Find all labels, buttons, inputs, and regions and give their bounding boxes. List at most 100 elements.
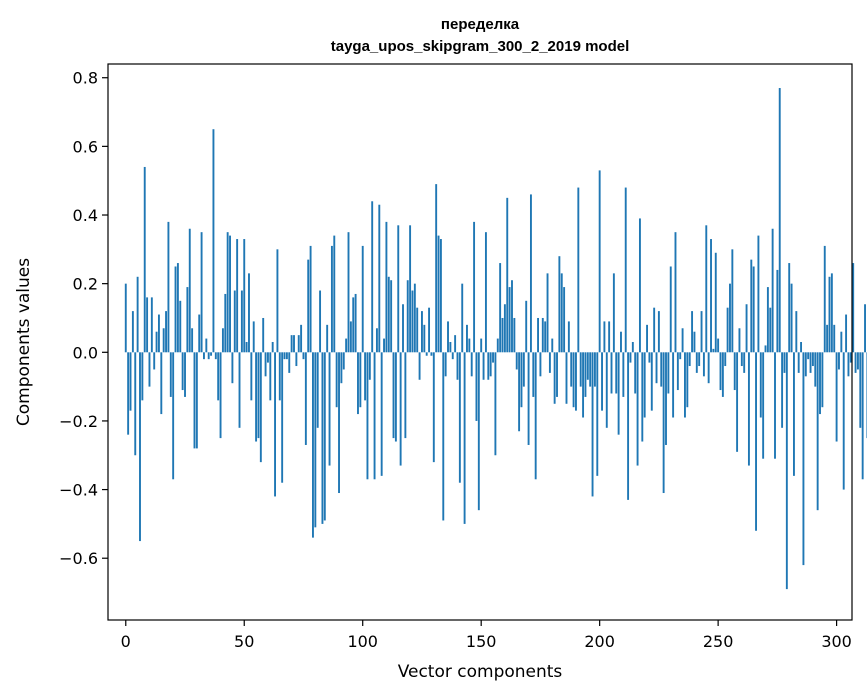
bar [691, 311, 694, 353]
bar [674, 232, 677, 353]
bar [847, 352, 850, 377]
bar [736, 352, 739, 452]
bar [411, 290, 414, 353]
bar [864, 304, 866, 353]
bar [383, 338, 385, 353]
bar [345, 338, 348, 353]
bar [601, 352, 603, 411]
bar [624, 187, 627, 353]
bar [340, 352, 343, 384]
bar [776, 269, 779, 353]
bar [610, 352, 613, 394]
bar [826, 324, 829, 353]
bar [461, 283, 464, 353]
bar [501, 317, 504, 353]
bar [454, 335, 457, 353]
bar [328, 352, 331, 466]
bar [537, 317, 539, 353]
bar [219, 352, 222, 439]
bar [605, 352, 608, 428]
bar [276, 249, 279, 353]
bar [136, 276, 139, 353]
bar [373, 352, 376, 480]
bar [589, 352, 592, 387]
bar [842, 352, 845, 490]
bar [380, 352, 383, 476]
bar [598, 170, 601, 353]
bar [321, 352, 324, 524]
bar [790, 283, 793, 353]
y-tick-label: −0.2 [59, 412, 98, 431]
bar [676, 352, 679, 391]
bar [257, 352, 260, 439]
bar [800, 342, 803, 353]
bar [231, 352, 234, 384]
bar [686, 352, 689, 408]
bar [627, 352, 630, 500]
bar [729, 283, 731, 353]
bar [205, 338, 208, 353]
bar [269, 352, 272, 401]
bar [333, 235, 336, 353]
axes-frame [107, 63, 853, 621]
bar [681, 328, 684, 353]
bar [508, 287, 511, 353]
bar [575, 352, 577, 411]
bar [312, 352, 314, 538]
bar [515, 352, 518, 370]
bar [570, 352, 573, 387]
bar [425, 352, 428, 356]
bar [323, 352, 326, 521]
bar [724, 352, 727, 367]
bar [823, 245, 826, 353]
bar [854, 352, 857, 373]
bar [470, 352, 473, 377]
bar [558, 256, 561, 353]
bar [859, 352, 862, 428]
bar [444, 352, 447, 377]
bar [657, 311, 660, 353]
bar [181, 352, 184, 391]
bar [785, 352, 788, 590]
bar [236, 239, 239, 353]
bar [366, 352, 369, 480]
bar [300, 324, 303, 353]
bar [838, 352, 840, 370]
bar [278, 352, 281, 401]
bar [148, 352, 151, 387]
bar [638, 218, 641, 353]
bar [743, 352, 746, 373]
bar [224, 293, 227, 353]
bar [338, 352, 340, 494]
bar [387, 276, 390, 353]
bar [769, 307, 772, 353]
bar [762, 352, 765, 459]
bar [342, 352, 345, 370]
bar [354, 293, 357, 353]
bar [195, 352, 198, 449]
bar [807, 352, 810, 360]
bar [653, 307, 656, 353]
bar [778, 88, 781, 353]
bar [442, 352, 445, 521]
bar [553, 352, 556, 404]
bar [349, 321, 352, 353]
bar [641, 352, 644, 442]
bar [620, 331, 622, 353]
bar [496, 338, 499, 353]
bar [771, 228, 774, 353]
bar [252, 321, 255, 353]
bar [482, 352, 485, 380]
bar [667, 352, 670, 394]
bar [191, 328, 194, 353]
bar [390, 280, 393, 353]
bar [802, 352, 805, 566]
bar [629, 352, 632, 363]
bar [634, 352, 637, 394]
bar [698, 352, 701, 367]
bar [437, 235, 440, 353]
bar [608, 321, 611, 353]
bar [347, 232, 350, 353]
bar [262, 317, 265, 353]
bar [781, 352, 784, 428]
